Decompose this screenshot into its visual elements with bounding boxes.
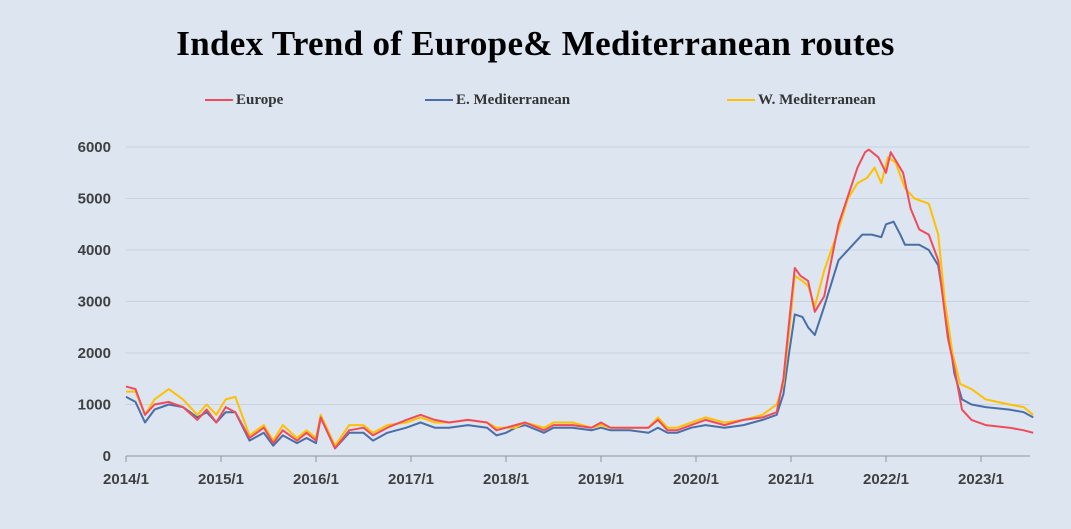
x-tick-label-2023/1: 2023/1 (958, 471, 1004, 488)
legend-item-e-mediterranean: E. Mediterranean (425, 90, 570, 110)
legend-swatch-w-mediterranean (727, 99, 755, 101)
y-tick-label-4000: 4000 (78, 242, 111, 259)
x-tick-label-2015/1: 2015/1 (198, 471, 244, 488)
x-tick-label-2020/1: 2020/1 (673, 471, 719, 488)
y-tick-label-2000: 2000 (78, 345, 111, 362)
y-tick-label-5000: 5000 (78, 191, 111, 208)
series-line-e-mediterranean (125, 220, 1034, 450)
y-tick-label-1000: 1000 (78, 397, 111, 414)
y-tick-label-0: 0 (103, 448, 111, 465)
legend-item-w-mediterranean: W. Mediterranean (727, 90, 876, 110)
legend-item-europe: Europe (205, 90, 283, 110)
legend-label-europe: Europe (236, 91, 284, 108)
series-line-europe (125, 148, 1034, 450)
x-tick-label-2019/1: 2019/1 (578, 471, 624, 488)
x-tick-label-2017/1: 2017/1 (388, 471, 434, 488)
legend-label-w-mediterranean: W. Mediterranean (758, 91, 876, 108)
x-tick-label-2014/1: 2014/1 (103, 471, 149, 488)
x-tick-label-2018/1: 2018/1 (483, 471, 529, 488)
legend-label-e-mediterranean: E. Mediterranean (456, 91, 571, 108)
legend-swatch-europe (205, 99, 233, 101)
x-tick-label-2022/1: 2022/1 (863, 471, 909, 488)
chart-title: Index Trend of Europe& Mediterranean rou… (176, 24, 895, 63)
y-tick-label-6000: 6000 (78, 139, 111, 156)
legend-swatch-e-mediterranean (425, 99, 453, 101)
y-tick-label-3000: 3000 (78, 294, 111, 311)
x-tick-label-2016/1: 2016/1 (293, 471, 339, 488)
x-tick-label-2021/1: 2021/1 (768, 471, 814, 488)
